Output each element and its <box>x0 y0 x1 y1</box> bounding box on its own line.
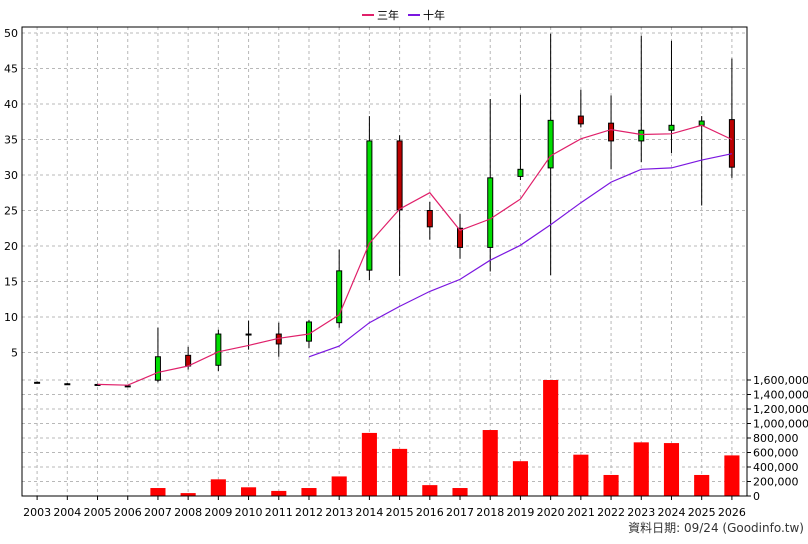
x-tick-label: 2011 <box>265 506 293 519</box>
volume-bar <box>512 461 528 496</box>
volume-bar <box>663 443 680 496</box>
series-line <box>308 153 733 358</box>
volume-layer <box>150 380 740 496</box>
candle-body <box>487 177 494 248</box>
volume-tick-label: 400,000 <box>753 461 799 474</box>
candle-body <box>577 115 584 125</box>
candle-body <box>154 356 161 381</box>
plot-frame <box>21 26 748 497</box>
x-tick-label: 2012 <box>295 506 323 519</box>
volume-bar <box>210 479 226 496</box>
volume-tick-label: 1,400,000 <box>753 389 808 402</box>
candle-body <box>638 129 645 142</box>
volume-tick-label: 1,000,000 <box>753 418 808 431</box>
volume-tick-label: 1,200,000 <box>753 403 808 416</box>
x-tick-label: 2021 <box>567 506 595 519</box>
volume-bar <box>452 488 468 496</box>
x-tick-label: 2024 <box>657 506 685 519</box>
x-tick-label: 2023 <box>627 506 655 519</box>
candle-body <box>457 227 464 248</box>
line-layer <box>97 124 733 386</box>
x-tick-label: 2020 <box>537 506 565 519</box>
x-tick-label: 2006 <box>114 506 142 519</box>
x-tick-label: 2013 <box>325 506 353 519</box>
x-tick-label: 2015 <box>386 506 414 519</box>
volume-bar <box>271 490 287 496</box>
candle-body <box>396 140 403 211</box>
axis-layer: 2003 2004 2005 2006 2007 2008 2009 2010 2011 2012… <box>4 27 808 519</box>
volume-tick-label: 600,000 <box>753 447 799 460</box>
price-tick-label: 30 <box>4 169 18 182</box>
price-tick-label: 45 <box>4 63 18 76</box>
volume-bar <box>180 493 196 496</box>
grid-layer <box>22 27 747 497</box>
x-tick-label: 2010 <box>235 506 263 519</box>
candle-body <box>728 119 735 168</box>
volume-bar <box>573 454 589 496</box>
legend: 三年 十年 <box>362 8 445 22</box>
candle-body <box>215 333 222 366</box>
price-tick-label: 35 <box>4 134 18 147</box>
candle-body <box>245 333 252 336</box>
volume-bar <box>694 474 710 496</box>
x-tick-label: 2019 <box>506 506 534 519</box>
x-tick-label: 2004 <box>53 506 81 519</box>
candle-body <box>336 270 343 324</box>
volume-bar <box>724 455 740 496</box>
candle-body <box>668 124 675 131</box>
volume-bar <box>392 448 408 496</box>
volume-bar <box>422 485 438 496</box>
volume-bar <box>150 488 166 496</box>
candle-body <box>698 120 705 126</box>
price-tick-label: 15 <box>4 276 18 289</box>
price-tick-label: 50 <box>4 27 18 40</box>
volume-tick-label: 200,000 <box>753 476 799 489</box>
price-tick-label: 40 <box>4 98 18 111</box>
volume-tick-label: 0 <box>753 490 760 503</box>
legend-label-2: 十年 <box>423 8 445 22</box>
volume-bar <box>361 432 377 496</box>
x-tick-label: 2007 <box>144 506 172 519</box>
x-tick-label: 2014 <box>355 506 383 519</box>
price-tick-label: 20 <box>4 240 18 253</box>
candle-body <box>64 383 71 386</box>
candle-body <box>517 168 524 177</box>
x-tick-label: 2008 <box>174 506 202 519</box>
candle-body <box>426 210 433 228</box>
x-tick-label: 2003 <box>23 506 51 519</box>
candle-body <box>366 140 373 271</box>
x-tick-label: 2025 <box>688 506 716 519</box>
candle-body <box>547 119 554 169</box>
candle-body <box>124 385 131 388</box>
candle-body <box>185 354 192 367</box>
volume-bar <box>543 380 559 496</box>
x-tick-label: 2018 <box>476 506 504 519</box>
volume-tick-label: 1,600,000 <box>753 374 808 387</box>
candle-body <box>305 321 312 342</box>
source-caption: 資料日期: 09/24 (Goodinfo.tw) <box>628 521 804 535</box>
volume-bar <box>241 487 257 496</box>
x-tick-label: 2005 <box>84 506 112 519</box>
volume-bar <box>482 430 498 496</box>
price-tick-label: 10 <box>4 311 18 324</box>
x-tick-label: 2009 <box>204 506 232 519</box>
x-tick-label: 2016 <box>416 506 444 519</box>
x-tick-label: 2026 <box>718 506 746 519</box>
volume-tick-label: 800,000 <box>753 432 799 445</box>
candle-body <box>34 381 41 384</box>
price-tick-label: 5 <box>11 347 18 360</box>
volume-bar <box>331 476 347 496</box>
volume-bar <box>301 488 317 496</box>
volume-bar <box>603 474 619 496</box>
price-tick-label: 25 <box>4 205 18 218</box>
x-tick-label: 2022 <box>597 506 625 519</box>
x-tick-label: 2017 <box>446 506 474 519</box>
volume-bar <box>633 442 649 496</box>
series-line <box>97 124 733 386</box>
legend-label-1: 三年 <box>377 8 399 22</box>
candle-body <box>608 122 615 142</box>
